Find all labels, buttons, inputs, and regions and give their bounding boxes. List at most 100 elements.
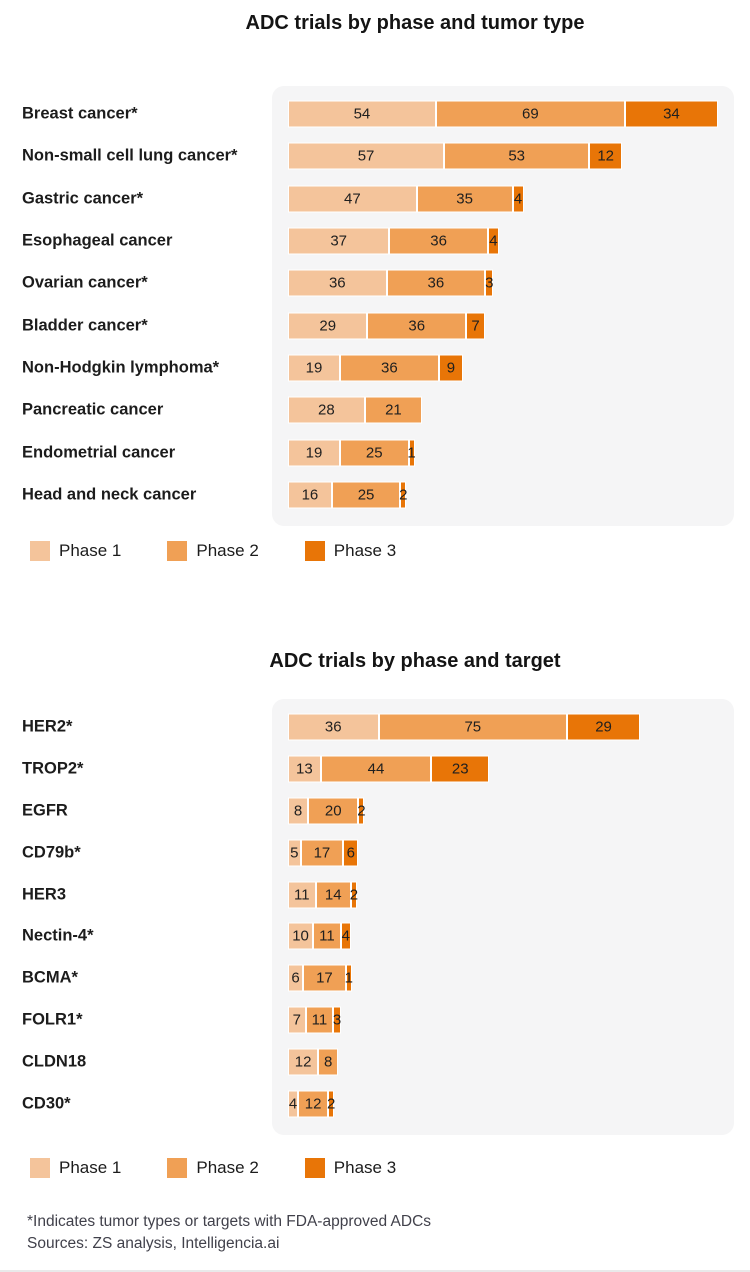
bar-segment-phase1: 5 <box>288 839 301 867</box>
stacked-bar: 5 17 6 <box>288 839 359 867</box>
category-label: Non-Hodgkin lymphoma* <box>22 358 220 377</box>
bar-segment-phase1: 28 <box>288 396 365 424</box>
bar-segment-phase2: 36 <box>386 269 486 297</box>
stacked-bar: 47 35 4 <box>288 185 524 213</box>
category-label: EGFR <box>22 801 68 820</box>
bar-segment-phase2: 35 <box>416 185 513 213</box>
bar-segment-phase1: 10 <box>288 922 314 950</box>
category-label: Bladder cancer* <box>22 316 148 335</box>
bar-value-label: 36 <box>408 317 426 335</box>
bar-value-label: 11 <box>311 1011 328 1029</box>
bar-value-label: 10 <box>292 927 309 945</box>
legend-target-chart: Phase 1 Phase 2 Phase 3 <box>30 1158 442 1178</box>
bar-segment-phase1: 47 <box>288 185 417 213</box>
bar-value-label: 12 <box>304 1095 322 1113</box>
bar-segment-phase2: 17 <box>303 964 346 992</box>
bar-value-label: 7 <box>471 317 480 335</box>
bar-value-label: 47 <box>344 190 361 208</box>
bar-value-label: 3 <box>332 1011 342 1029</box>
bar-segment-phase3: 34 <box>624 100 718 128</box>
stacked-bar: 29 36 7 <box>288 312 486 340</box>
bar-segment-phase2: 36 <box>340 354 439 382</box>
bar-segment-phase3: 7 <box>466 312 486 340</box>
stacked-bar: 57 53 12 <box>288 142 623 170</box>
bar-segment-phase1: 12 <box>288 1048 319 1076</box>
bar-segment-phase3: 2 <box>357 797 366 825</box>
bar-value-label: 29 <box>595 718 612 736</box>
bar-value-label: 2 <box>399 486 408 504</box>
phase2-swatch <box>167 1158 188 1178</box>
bar-row: Bladder cancer* 29 36 7 <box>0 304 750 346</box>
bar-segment-phase1: 8 <box>288 797 309 825</box>
category-label: BCMA* <box>22 968 78 987</box>
category-label: CD79b* <box>22 843 81 862</box>
phase1-swatch <box>30 541 50 561</box>
bar-value-label: 36 <box>324 718 342 736</box>
bar-segment-phase1: 13 <box>288 755 321 783</box>
stacked-bar: 19 25 1 <box>288 439 416 467</box>
bar-value-label: 29 <box>319 317 337 335</box>
legend-label: Phase 3 <box>333 1158 397 1177</box>
category-label: Pancreatic cancer <box>22 400 164 419</box>
bar-row: Breast cancer* 54 69 34 <box>0 93 750 135</box>
bar-value-label: 2 <box>357 802 366 820</box>
bar-value-label: 36 <box>430 232 447 250</box>
bar-row: CLDN18 12 8 <box>0 1041 750 1083</box>
bar-value-label: 8 <box>324 1053 333 1071</box>
bar-value-label: 13 <box>296 760 313 778</box>
category-label: HER3 <box>22 885 67 904</box>
bar-segment-phase2: 17 <box>300 839 344 867</box>
category-label: Breast cancer* <box>22 104 138 123</box>
bar-value-label: 36 <box>380 359 398 377</box>
bar-segment-phase1: 37 <box>288 227 390 255</box>
bar-row: Non-small cell lung cancer* 57 53 12 <box>0 135 750 177</box>
category-label: CD30* <box>22 1094 71 1113</box>
bar-segment-phase1: 19 <box>288 439 341 467</box>
bar-value-label: 4 <box>341 927 350 945</box>
bar-value-label: 37 <box>330 232 347 250</box>
bar-segment-phase2: 21 <box>364 396 423 424</box>
bar-row: Nectin-4* 10 11 4 <box>0 916 750 958</box>
bar-value-label: 9 <box>446 359 456 377</box>
stacked-bar: 12 8 <box>288 1048 339 1076</box>
bar-value-label: 8 <box>293 802 303 820</box>
stacked-bar: 16 25 2 <box>288 481 408 509</box>
bar-row: Esophageal cancer 37 36 4 <box>0 220 750 262</box>
bar-segment-phase3: 12 <box>589 142 623 170</box>
bar-row: Endometrial cancer 19 25 1 <box>0 431 750 473</box>
legend-item-phase3: Phase 3 <box>304 1158 397 1178</box>
bar-row: BCMA* 6 17 1 <box>0 957 750 999</box>
category-label: Endometrial cancer <box>22 443 176 462</box>
bar-row: CD30* 4 12 2 <box>0 1083 750 1125</box>
bar-value-label: 6 <box>346 844 355 862</box>
bar-value-label: 2 <box>327 1095 336 1113</box>
category-label: Ovarian cancer* <box>22 273 148 292</box>
bar-value-label: 25 <box>357 486 375 504</box>
bar-segment-phase2: 14 <box>315 881 351 909</box>
bar-segment-phase3: 1 <box>407 439 416 467</box>
legend-item-phase1: Phase 1 <box>30 1158 121 1178</box>
stacked-bar: 37 36 4 <box>288 227 499 255</box>
stacked-bar: 4 12 2 <box>288 1090 336 1118</box>
bar-value-label: 2 <box>349 886 359 904</box>
bar-row: EGFR 8 20 2 <box>0 790 750 832</box>
bar-value-label: 17 <box>316 969 333 987</box>
legend-label: Phase 2 <box>196 541 259 560</box>
bar-segment-phase2: 11 <box>305 1006 334 1034</box>
bar-segment-phase1: 29 <box>288 312 368 340</box>
bar-segment-phase3: 6 <box>343 839 359 867</box>
bar-segment-phase3: 4 <box>487 227 499 255</box>
legend-item-phase1: Phase 1 <box>30 541 121 561</box>
bar-value-label: 16 <box>301 486 319 504</box>
bar-segment-phase3: 1 <box>345 964 353 992</box>
bar-row: FOLR1* 7 11 3 <box>0 999 750 1041</box>
bar-value-label: 34 <box>663 105 680 123</box>
bar-value-label: 75 <box>464 718 482 736</box>
stacked-bar: 28 21 <box>288 396 423 424</box>
stacked-bar: 7 11 3 <box>288 1006 342 1034</box>
bar-segment-phase1: 57 <box>288 142 445 170</box>
chart1-title: ADC trials by phase and tumor type <box>245 12 585 34</box>
bar-row: TROP2* 13 44 23 <box>0 748 750 790</box>
bar-value-label: 25 <box>365 444 383 462</box>
